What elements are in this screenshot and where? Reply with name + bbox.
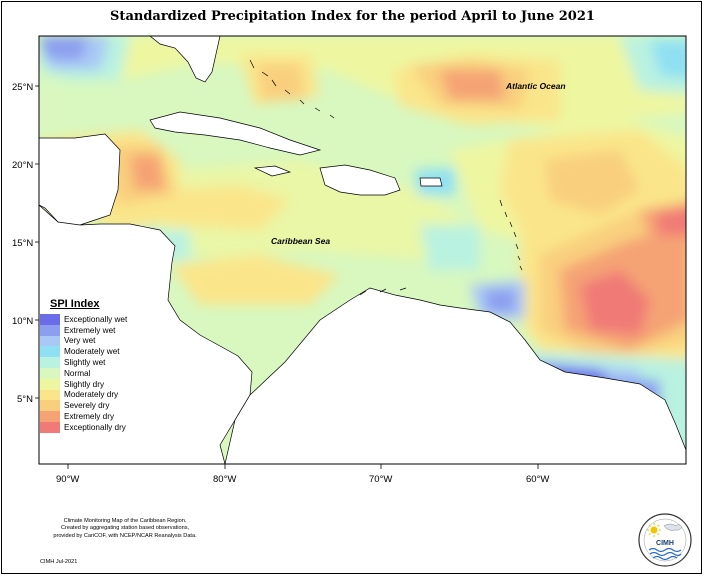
spi-field — [39, 36, 686, 464]
lon-label-90: 90°W — [56, 474, 79, 485]
credit-date: CIMH Jul-2021 — [40, 559, 78, 565]
legend-label: Severely dry — [64, 401, 110, 411]
legend-swatch — [40, 400, 60, 412]
credit-text: Climate Monitoring Map of the Caribbean … — [20, 518, 230, 540]
legend-label: Extremely dry — [64, 412, 115, 422]
legend-item: Exceptionally wet — [40, 314, 158, 325]
legend-label: Moderately wet — [64, 347, 120, 357]
lat-label-25: 25°N — [12, 82, 33, 93]
map-border — [38, 35, 687, 465]
legend-swatch — [40, 367, 60, 379]
spi-legend: SPI Index Exceptionally wet Extremely wet… — [40, 298, 158, 433]
lon-label-60: 60°W — [526, 474, 549, 485]
legend-item: Normal — [40, 367, 158, 379]
legend-swatch — [40, 389, 60, 401]
legend-swatch — [40, 357, 60, 368]
map-title: Standardized Precipitation Index for the… — [110, 9, 595, 24]
cimh-logo: CIMH — [638, 513, 692, 567]
lon-axis — [67, 464, 539, 469]
lat-axis — [35, 85, 39, 399]
legend-item: Moderately wet — [40, 346, 158, 358]
legend-item: Moderately dry — [40, 389, 158, 401]
sun-icon — [647, 523, 661, 537]
lat-label-10: 10°N — [12, 316, 33, 327]
legend-item: Slightly wet — [40, 357, 158, 368]
credit-line-2: Created by aggregating station based obs… — [60, 525, 190, 532]
lat-label-15: 15°N — [12, 238, 33, 249]
legend-title: SPI Index — [50, 298, 100, 310]
lon-label-70: 70°W — [369, 474, 392, 485]
legend-label: Extremely wet — [64, 325, 116, 335]
legend-label: Normal — [64, 368, 91, 378]
legend-item: Severely dry — [40, 400, 158, 412]
credit-line-3: provided by CariCOF, with NCEP/NCAR Rean… — [53, 532, 197, 539]
legend-swatch — [40, 324, 60, 336]
legend-swatch — [40, 346, 60, 358]
legend-items: Exceptionally wet Extremely wet Very wet Mo… — [40, 314, 158, 433]
cloud-icon — [663, 523, 683, 531]
small-islands — [249, 59, 523, 296]
legend-item: Extremely wet — [40, 324, 158, 336]
caribbean-sea-label: Caribbean Sea — [271, 236, 330, 246]
lon-label-80: 80°W — [213, 474, 236, 485]
legend-label: Exceptionally wet — [64, 314, 128, 324]
legend-item: Very wet — [40, 335, 158, 347]
legend-item: Extremely dry — [40, 411, 158, 422]
lat-label-5: 5°N — [17, 394, 33, 405]
lat-label-20: 20°N — [12, 160, 33, 171]
legend-swatch — [40, 421, 60, 433]
land — [39, 36, 686, 464]
credit-line-1: Climate Monitoring Map of the Caribbean … — [63, 518, 187, 524]
legend-swatch — [40, 378, 60, 390]
wave-icon — [648, 547, 682, 561]
legend-swatch — [40, 314, 60, 325]
legend-item: Exceptionally dry — [40, 421, 158, 433]
legend-swatch — [40, 335, 60, 347]
atlantic-ocean-label: Atlantic Ocean — [505, 81, 566, 91]
legend-label: Moderately dry — [64, 390, 119, 400]
legend-swatch — [40, 411, 60, 422]
legend-item: Slightly dry — [40, 378, 158, 390]
legend-label: Exceptionally dry — [64, 422, 126, 432]
legend-label: Slightly dry — [64, 379, 105, 389]
logo-text: CIMH — [656, 540, 674, 547]
legend-label: Slightly wet — [64, 358, 106, 368]
legend-label: Very wet — [64, 336, 96, 346]
